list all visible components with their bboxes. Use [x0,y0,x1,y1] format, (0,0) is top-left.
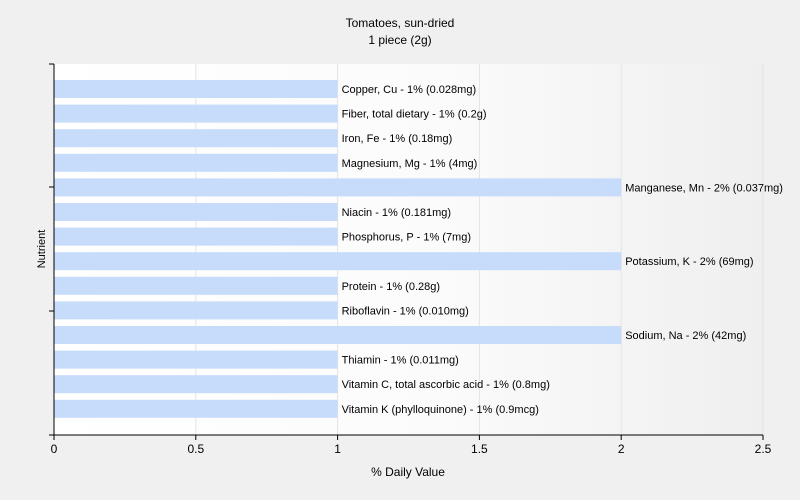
x-tick-label: 0 [51,442,58,456]
bar [54,227,338,246]
bar-label: Protein - 1% (0.28g) [342,281,440,293]
x-axis-label: % Daily Value [371,465,445,479]
chart-subtitle: 1 piece (2g) [368,33,431,47]
bar [54,178,622,197]
bar-label: Phosphorus, P - 1% (7mg) [342,232,471,244]
bar [54,129,338,148]
chart-title: Tomatoes, sun-dried [346,16,455,30]
bar-label: Magnesium, Mg - 1% (4mg) [342,158,478,170]
bar-label: Manganese, Mn - 2% (0.037mg) [625,182,783,194]
grid-lines [195,64,764,435]
x-tick-label: 2 [618,442,625,456]
bar [54,375,338,394]
bar-label: Copper, Cu - 1% (0.028mg) [342,84,477,96]
bar-label: Niacin - 1% (0.181mg) [342,207,451,219]
bar [54,350,338,369]
bar-label: Vitamin C, total ascorbic acid - 1% (0.8… [342,379,550,391]
bar-label: Riboflavin - 1% (0.010mg) [342,305,469,317]
bar [54,203,338,221]
x-tick-label: 0.5 [187,442,204,456]
bar [54,301,338,320]
x-tick-label: 1 [334,442,341,456]
x-tick-label: 2.5 [755,442,772,456]
bar-label: Thiamin - 1% (0.011mg) [342,355,459,367]
bar [54,104,338,123]
bar-label: Vitamin K (phylloquinone) - 1% (0.9mcg) [342,404,539,416]
bar [54,252,622,271]
x-tick-label: 1.5 [471,442,488,456]
bar [54,276,338,295]
bar [54,326,622,344]
bar-label: Sodium, Na - 2% (42mg) [625,330,746,342]
bar-label: Iron, Fe - 1% (0.18mg) [342,133,453,145]
bars: Copper, Cu - 1% (0.028mg) Fiber, total di… [54,80,783,418]
bar-label: Fiber, total dietary - 1% (0.2g) [342,109,487,121]
plot-area [54,64,763,435]
bar-label: Potassium, K - 2% (69mg) [625,256,753,268]
bar [54,399,338,418]
bar [54,80,338,98]
bar [54,153,338,172]
y-axis-label: Nutrient [36,230,48,269]
axes: 0 0.5 1 1.5 2 2.5 [49,63,772,456]
